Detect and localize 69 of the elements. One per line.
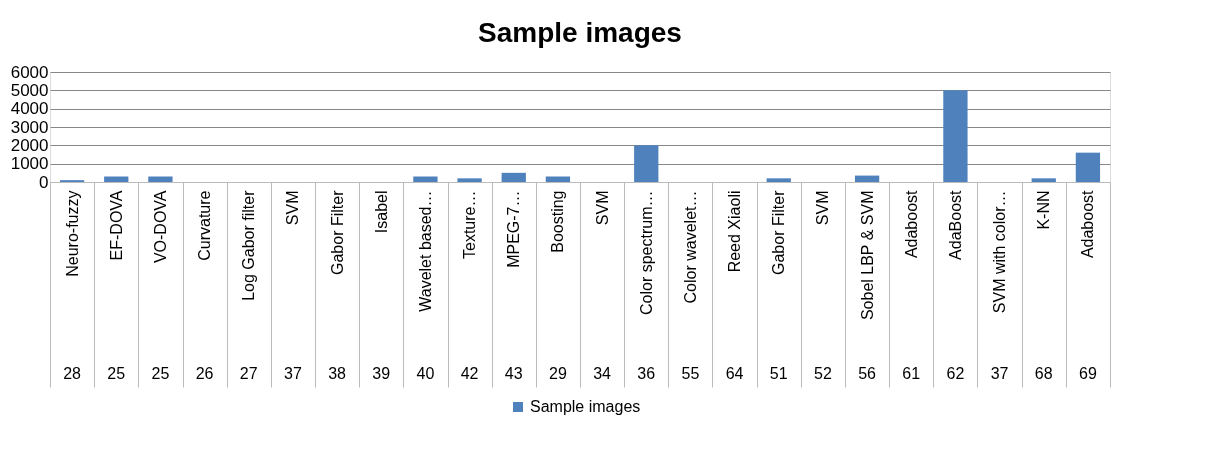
y-tick-label: 5000 [10, 80, 49, 100]
bar [1031, 178, 1056, 182]
text: 61 [902, 365, 921, 382]
text: 68 [1034, 365, 1053, 382]
text: 69 [1079, 365, 1097, 382]
text: 43 [504, 365, 523, 382]
x-tick-label: Adaboost [1079, 189, 1097, 259]
x-tick-label: K-NN [1035, 190, 1053, 230]
text: 40 [416, 365, 435, 382]
x-tick-label: Reed Xiaoli [726, 190, 744, 273]
text: 28 [63, 365, 82, 382]
text: 62 [946, 365, 965, 382]
x-tick-label: Gabor Filter [328, 189, 346, 275]
text: 42 [460, 365, 479, 382]
x-tick-label: Curvature [196, 190, 214, 261]
x-tick-label: Wavelet based… [416, 190, 434, 312]
text: 39 [372, 365, 391, 382]
text: 56 [858, 365, 877, 382]
x-tick-label: Boosting [549, 190, 567, 253]
x-tick-label: Color wavelet… [681, 190, 699, 304]
bar [854, 175, 880, 182]
x-tick-label: SVM [284, 190, 302, 226]
x-tick-label: Texture… [461, 190, 479, 259]
bar [413, 176, 438, 182]
chart-title: Sample images [478, 17, 682, 48]
x-tick-label: Adaboost [902, 189, 920, 259]
bar [545, 176, 571, 182]
text: 37 [990, 365, 1009, 382]
text: 29 [549, 365, 567, 382]
x-tick-label: SVM [814, 190, 832, 226]
x-tick-label: Log Gabor filter [240, 189, 258, 301]
x-tick-label: Gabor Filter [770, 189, 788, 275]
x-tick-label: Color spectrum… [637, 190, 655, 315]
text: 25 [151, 365, 170, 382]
text: 27 [239, 365, 258, 382]
bar [1075, 152, 1101, 182]
x-tick-label: Neuro-fuzzy [63, 190, 81, 277]
text: 25 [107, 365, 126, 382]
x-tick-label: SVM with color… [991, 190, 1009, 314]
text: 26 [195, 365, 214, 382]
bar [104, 176, 129, 182]
x-tick-label: MPEG-7… [505, 190, 523, 268]
y-tick-label: 1000 [10, 154, 49, 174]
y-tick-label: 3000 [10, 117, 49, 137]
bar [148, 176, 173, 182]
bar [634, 145, 659, 182]
x-tick-label: AdaBoost [946, 189, 964, 260]
x-tick-label: Isabel [372, 190, 390, 234]
y-tick-label: 0 [39, 172, 49, 192]
bar [457, 178, 482, 182]
text: 38 [328, 365, 347, 382]
text: 52 [814, 365, 832, 382]
text: 55 [681, 365, 700, 382]
text: 64 [725, 365, 744, 382]
y-tick-label: 2000 [10, 135, 49, 155]
text: 36 [637, 365, 656, 382]
bar [501, 172, 526, 182]
x-tick-label: Sobel LBP & SVM [858, 190, 876, 321]
x-tick-label: EF-DOVA [107, 190, 125, 261]
y-tick-label: 6000 [10, 62, 49, 82]
y-tick-label: 4000 [10, 99, 49, 119]
text: 34 [593, 365, 612, 382]
x-tick-label: SVM [593, 190, 611, 226]
bar [943, 90, 968, 182]
text: 51 [769, 365, 788, 382]
text: 37 [284, 365, 302, 382]
x-tick-label: VO-DOVA [151, 190, 169, 264]
legend-label: Sample images [530, 398, 641, 415]
bar [766, 178, 791, 182]
